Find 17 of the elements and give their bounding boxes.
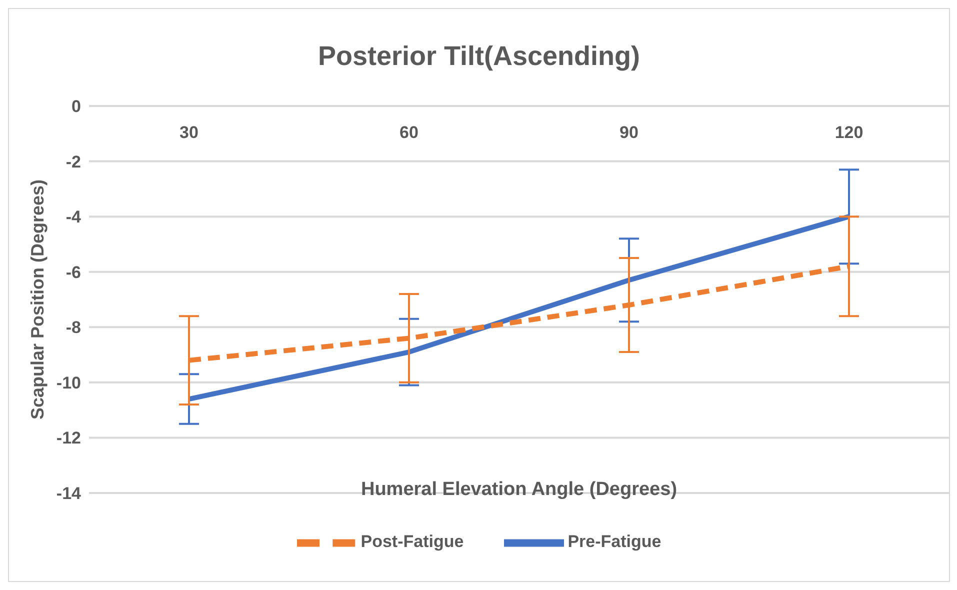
chart-title: Posterior Tilt(Ascending) bbox=[316, 41, 642, 72]
y-tick-label: 0 bbox=[72, 97, 81, 116]
legend-label: Pre-Fatigue bbox=[568, 532, 662, 552]
y-tick-label: -14 bbox=[56, 484, 82, 504]
y-axis-title: Scapular Position (Degrees) bbox=[27, 179, 48, 420]
y-tick-label: -8 bbox=[66, 318, 81, 338]
y-tick-label: -12 bbox=[56, 428, 81, 448]
legend-label: Post-Fatigue bbox=[360, 532, 464, 552]
x-tick-label: 30 bbox=[180, 123, 198, 142]
y-tick-label: -2 bbox=[66, 152, 81, 172]
x-tick-label: 120 bbox=[834, 123, 864, 142]
x-tick-label: 90 bbox=[620, 123, 638, 142]
y-tick-label: -4 bbox=[66, 208, 82, 227]
x-tick-label: 60 bbox=[400, 123, 418, 142]
y-tick-label: -10 bbox=[56, 373, 81, 392]
x-axis-title: Humeral Elevation Angle (Degrees) bbox=[360, 479, 678, 501]
y-tick-label: -6 bbox=[66, 262, 81, 282]
